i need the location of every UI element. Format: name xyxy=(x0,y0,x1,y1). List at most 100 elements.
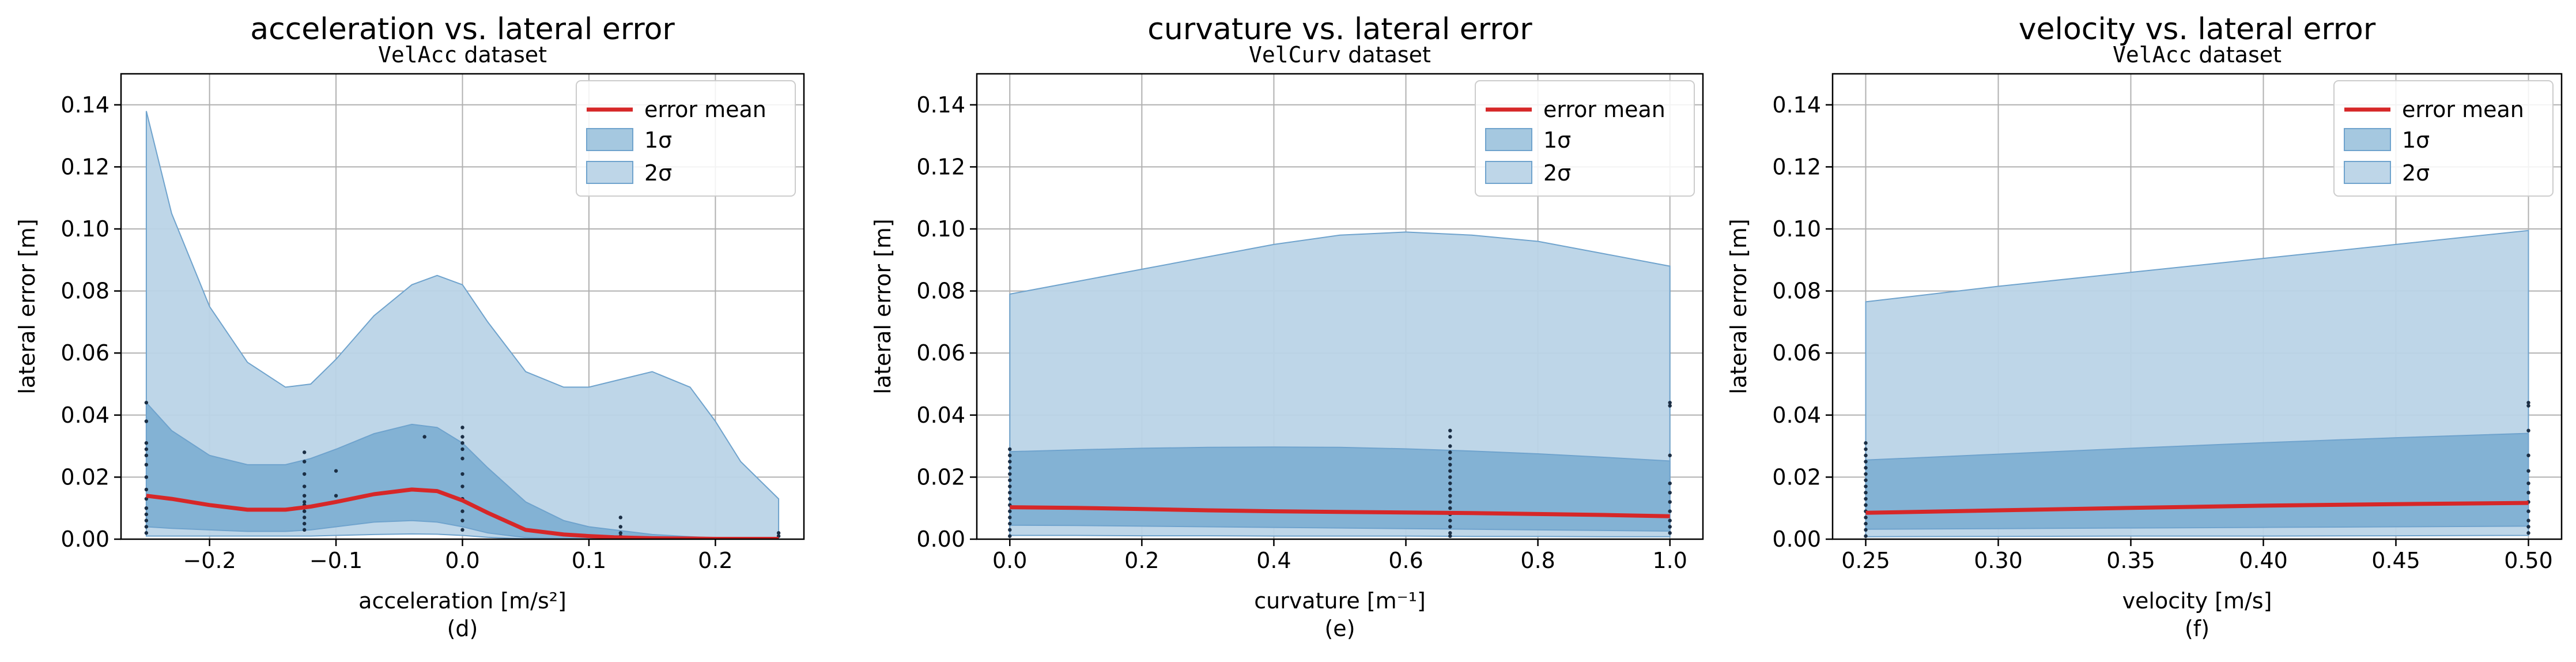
sample-point xyxy=(1668,509,1672,513)
legend-swatch-sigma2 xyxy=(586,161,633,184)
sample-point xyxy=(1008,509,1012,513)
y-tick-label: 0.06 xyxy=(61,340,109,366)
x-tick-label: 0.8 xyxy=(1520,548,1555,573)
sample-point xyxy=(1008,521,1012,526)
sample-point xyxy=(144,512,149,517)
plot-area xyxy=(144,111,781,539)
legend-label-sigma2: 2σ xyxy=(2402,160,2430,186)
sample-point xyxy=(302,460,307,464)
sample-point xyxy=(1448,518,1452,522)
sample-point xyxy=(1448,469,1452,473)
y-axis-label: lateral error [m] xyxy=(870,219,896,394)
sample-point xyxy=(1008,472,1012,476)
y-tick-label: 0.14 xyxy=(61,92,109,118)
sample-point xyxy=(1864,484,1868,488)
sample-point xyxy=(1008,484,1012,488)
y-tick-label: 0.02 xyxy=(916,464,965,490)
x-axis-label: curvature [m⁻¹] xyxy=(1254,588,1426,614)
y-tick-label: 0.00 xyxy=(916,526,965,552)
legend-swatch-sigma2 xyxy=(2344,161,2391,184)
sample-point xyxy=(2526,525,2530,529)
sigma1-band xyxy=(1009,446,1671,532)
sample-point xyxy=(2526,509,2530,513)
sample-point xyxy=(144,441,149,445)
sample-point xyxy=(144,475,149,479)
sample-point xyxy=(460,426,464,430)
x-tick-label: −0.2 xyxy=(183,548,236,573)
sample-point xyxy=(1864,478,1868,482)
sample-point xyxy=(1668,518,1672,522)
legend-label-mean: error mean xyxy=(644,97,766,122)
y-tick-label: 0.10 xyxy=(61,216,109,242)
sample-point xyxy=(1864,521,1868,526)
sample-point xyxy=(144,453,149,457)
y-tick-label: 0.10 xyxy=(1772,216,1821,242)
sample-point xyxy=(460,435,464,439)
sample-point xyxy=(334,494,338,498)
sample-point xyxy=(144,487,149,492)
sample-point xyxy=(1448,506,1452,510)
sample-point xyxy=(422,435,426,439)
chart-panel-2: 0.0 0.2 0.4 0.6 0.8 1.0 0.00 0.02 0.04 0.06 0.08 0.… xyxy=(870,12,1704,641)
y-tick-label: 0.10 xyxy=(916,216,965,242)
sample-point xyxy=(1448,462,1452,467)
x-tick-label: 0.30 xyxy=(1974,548,2023,573)
legend: error mean 1σ 2σ xyxy=(1475,80,1695,197)
legend-label-sigma2: 2σ xyxy=(1543,160,1571,186)
sample-point xyxy=(460,528,464,532)
sample-point xyxy=(1864,441,1868,445)
x-axis-label: acceleration [m/s²] xyxy=(358,588,566,614)
x-tick-label: 0.0 xyxy=(445,548,479,573)
y-tick-label: 0.04 xyxy=(61,403,109,428)
sample-point xyxy=(302,509,307,513)
sample-point xyxy=(776,531,781,535)
y-tick-label: 0.08 xyxy=(916,279,965,304)
dataset-suffix: dataset xyxy=(1341,42,1431,67)
chart-panel-1: −0.2 −0.1 0.0 0.1 0.2 0.00 0.02 0.04 0.06 0.08 0.1… xyxy=(14,12,805,641)
y-tick-label: 0.14 xyxy=(1772,92,1821,118)
dataset-name: VelAcc xyxy=(2113,42,2192,67)
sample-point xyxy=(302,500,307,504)
x-tick-label: 0.6 xyxy=(1388,548,1423,573)
sample-point xyxy=(302,528,307,532)
plot-area xyxy=(1864,230,2530,538)
sample-point xyxy=(1448,481,1452,486)
sample-point xyxy=(1668,404,1672,408)
sample-point xyxy=(144,497,149,501)
x-tick-label: 0.2 xyxy=(698,548,732,573)
legend-label-sigma1: 1σ xyxy=(1543,127,1571,153)
sample-point xyxy=(2526,453,2530,457)
y-tick-label: 0.04 xyxy=(1772,403,1821,428)
x-tick-label: −0.1 xyxy=(309,548,362,573)
sample-point xyxy=(1448,450,1452,454)
plot-area xyxy=(1008,231,1672,538)
sample-point xyxy=(460,441,464,445)
sample-point xyxy=(1008,478,1012,482)
x-axis-label: velocity [m/s] xyxy=(2122,588,2272,614)
y-axis-label: lateral error [m] xyxy=(1726,219,1751,394)
dataset-suffix: dataset xyxy=(457,42,547,67)
legend-swatch-sigma1 xyxy=(1485,128,1532,151)
panel-label: (f) xyxy=(2185,616,2209,641)
sample-point xyxy=(1864,534,1868,538)
y-tick-label: 0.12 xyxy=(916,154,965,179)
sample-point xyxy=(302,494,307,498)
x-tick-label: 1.0 xyxy=(1653,548,1687,573)
y-tick-label: 0.02 xyxy=(1772,464,1821,490)
sample-point xyxy=(1864,447,1868,452)
sample-point xyxy=(1448,456,1452,461)
y-tick-label: 0.06 xyxy=(916,340,965,366)
legend-label-sigma1: 1σ xyxy=(2402,127,2430,153)
sample-point xyxy=(302,484,307,488)
y-axis-label: lateral error [m] xyxy=(14,219,40,394)
sigma2-band xyxy=(145,111,780,539)
y-tick-label: 0.12 xyxy=(61,154,109,179)
sample-point xyxy=(1008,516,1012,520)
legend-swatch-sigma1 xyxy=(586,128,633,151)
sample-point xyxy=(1668,453,1672,457)
x-tick-label: 0.25 xyxy=(1841,548,1890,573)
sample-point xyxy=(1448,500,1452,504)
sample-point xyxy=(460,518,464,522)
sample-point xyxy=(2526,518,2530,522)
